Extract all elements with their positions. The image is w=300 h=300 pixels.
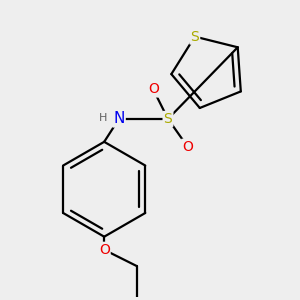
Text: N: N xyxy=(113,111,124,126)
Text: O: O xyxy=(99,243,110,257)
Text: O: O xyxy=(182,140,193,154)
Text: O: O xyxy=(148,82,159,97)
Text: S: S xyxy=(190,30,199,44)
Text: S: S xyxy=(164,112,172,126)
Text: H: H xyxy=(99,113,107,123)
